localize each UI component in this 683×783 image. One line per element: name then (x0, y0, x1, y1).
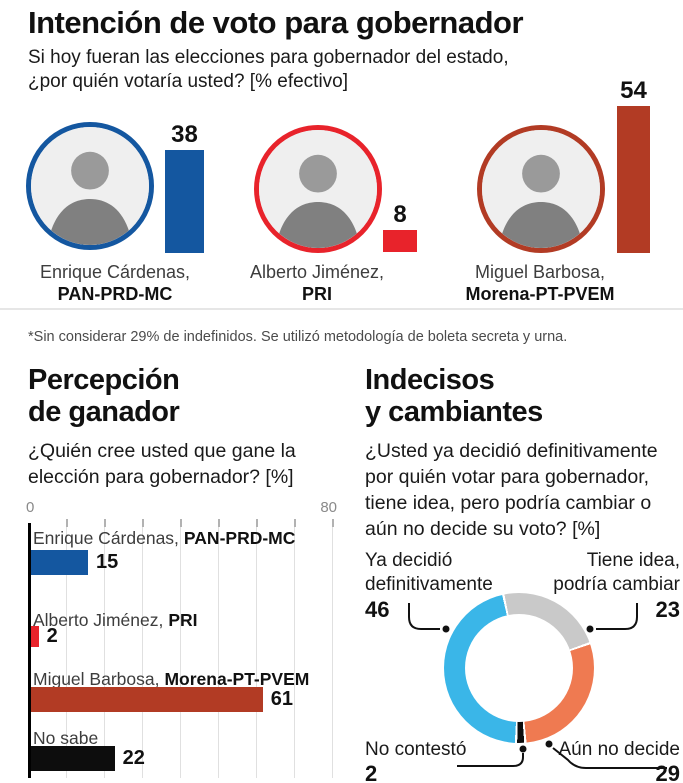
intent-subtitle-line1: Si hoy fueran las elecciones para gobern… (28, 47, 509, 68)
table-row: 15 (31, 550, 118, 575)
x-axis-max-label: 80 (320, 499, 337, 516)
donut-label-no-answer: No contestó (365, 739, 467, 760)
undecided-title-line2: y cambiantes (365, 396, 543, 428)
person-silhouette-icon (482, 130, 600, 248)
perception-title-line1: Percepción (28, 364, 180, 396)
bar (383, 230, 417, 252)
candidate-name: Enrique Cárdenas, (39, 262, 191, 282)
donut-label-decided: Ya decidió definitivamente (365, 550, 493, 595)
person-silhouette-icon (31, 127, 149, 245)
candidate-photo (477, 125, 605, 253)
intent-bar-group: 54 (617, 79, 650, 253)
perception-subtitle-line2: elección para gobernador? [%] (28, 466, 294, 488)
bar (617, 106, 650, 253)
intent-subtitle-line2: ¿por quién votaría usted? [% efectivo] (28, 71, 349, 92)
table-row: 61 (31, 687, 293, 712)
methodology-footnote: *Sin considerar 29% de indefinidos. Se u… (28, 329, 568, 345)
bar-value: 15 (96, 551, 119, 573)
undecided-subtitle-line4: aún no decide su voto? [%] (365, 518, 601, 540)
candidate-photo (26, 122, 154, 250)
candidate-party: PRI (301, 284, 332, 304)
candidate-photo (254, 125, 382, 253)
bar-value: 2 (46, 625, 58, 647)
undecided-subtitle-line2: por quién votar para gobernador, (365, 466, 650, 488)
donut-label-could-change: Tiene idea, podría cambiar (553, 550, 680, 595)
bar-value: 8 (393, 201, 407, 229)
y-axis-line (28, 523, 31, 778)
person-silhouette-icon (259, 130, 377, 248)
donut-value-decided: 46 (365, 597, 390, 622)
donut-value-no-answer: 2 (365, 761, 378, 783)
section-divider (0, 308, 683, 310)
donut-hole (465, 614, 573, 722)
perception-subtitle-line1: ¿Quién cree usted que gane la (28, 440, 296, 462)
bar-value: 54 (620, 77, 647, 105)
bar (31, 687, 263, 712)
table-row: 2 (31, 625, 58, 648)
bar (165, 149, 204, 253)
donut-value-not-decided: 29 (655, 761, 680, 783)
bar-value: 38 (171, 120, 198, 148)
page-title: Intención de voto para gobernador (28, 5, 524, 40)
candidate-party: Morena-PT-PVEM (465, 284, 615, 304)
candidate-party: PAN-PRD-MC (57, 284, 173, 304)
candidate-name: Miguel Barbosa, (474, 262, 606, 282)
intent-bar-group: 8 (383, 203, 417, 252)
row-label: Alberto Jiménez, PRI (33, 610, 198, 630)
row-label: Enrique Cárdenas, PAN-PRD-MC (33, 528, 296, 548)
table-row: 22 (31, 746, 145, 771)
perception-bar-chart: Enrique Cárdenas, PAN-PRD-MC 15 Alberto J… (28, 519, 334, 778)
candidate-name: Alberto Jiménez, (249, 262, 385, 282)
undecided-title-line1: Indecisos (365, 364, 495, 396)
x-axis-min-label: 0 (26, 499, 35, 516)
row-label: No sabe (33, 728, 99, 748)
row-label: Miguel Barbosa, Morena-PT-PVEM (33, 669, 310, 689)
undecided-subtitle-line3: tiene idea, pero podría cambiar o (365, 492, 652, 514)
bar (31, 626, 39, 647)
bar (31, 550, 88, 575)
donut-value-could-change: 23 (655, 597, 680, 622)
bar (31, 746, 115, 771)
undecided-subtitle-line1: ¿Usted ya decidió definitivamente (365, 440, 658, 462)
perception-title-line2: de ganador (28, 396, 180, 428)
intent-bar-group: 38 (165, 120, 204, 253)
bar-value: 22 (122, 747, 145, 769)
donut-chart (444, 593, 594, 743)
bar-value: 61 (270, 688, 294, 710)
